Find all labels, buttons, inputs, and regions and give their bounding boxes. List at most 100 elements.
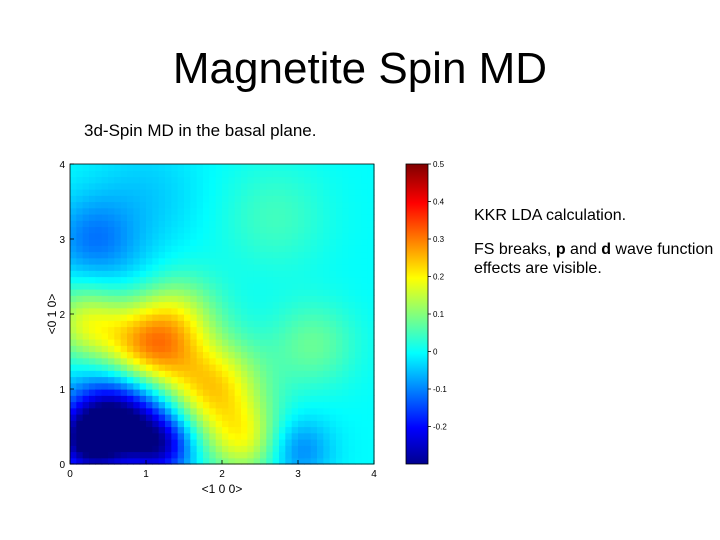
heatmap-cell (348, 414, 356, 421)
heatmap-cell (108, 164, 115, 171)
heatmap-cell (196, 295, 204, 303)
heatmap-cell (203, 207, 210, 215)
colorbar-tick-label: 0 (433, 348, 438, 357)
heatmap-cell (222, 326, 229, 334)
heatmap-cell (355, 282, 362, 290)
heatmap-cell (152, 220, 160, 228)
heatmap-cell (336, 295, 343, 303)
heatmap-cell (361, 245, 369, 253)
heatmap-cell (152, 401, 160, 409)
heatmap-cell (298, 282, 305, 290)
heatmap-cell (215, 432, 223, 440)
heatmap-cell (171, 376, 179, 384)
heatmap-cell (342, 170, 350, 178)
heatmap-cell (253, 351, 261, 359)
heatmap-cell (260, 314, 267, 321)
heatmap-cell (184, 276, 191, 284)
heatmap-cell (323, 289, 331, 296)
heatmap-cell (215, 176, 223, 184)
heatmap-cell (342, 301, 350, 309)
heatmap-cell (114, 407, 122, 415)
heatmap-cell (95, 389, 103, 396)
heatmap-cell (133, 376, 141, 384)
heatmap-cell (95, 189, 103, 196)
heatmap-cell (367, 351, 375, 359)
heatmap-cell (253, 282, 261, 290)
heatmap-cell (127, 276, 134, 284)
heatmap-cell (241, 270, 248, 278)
heatmap-cell (177, 439, 185, 446)
heatmap-cell (222, 214, 229, 221)
heatmap-cell (146, 382, 153, 390)
heatmap-cell (82, 220, 90, 228)
heatmap-cell (241, 432, 248, 440)
heatmap-cell (234, 339, 242, 346)
heatmap-cell (177, 264, 185, 271)
heatmap-cell (298, 445, 305, 453)
heatmap-cell (323, 326, 331, 334)
heatmap-cell (89, 357, 96, 365)
heatmap-cell (323, 376, 331, 384)
heatmap-cell (222, 339, 229, 346)
heatmap-cell (76, 282, 84, 290)
heatmap-cell (158, 457, 166, 465)
heatmap-cell (203, 301, 210, 309)
heatmap-cell (298, 351, 305, 359)
heatmap-cell (114, 339, 122, 346)
heatmap-cell (133, 201, 141, 209)
heatmap-cell (82, 432, 90, 440)
heatmap-cell (253, 264, 261, 271)
heatmap-cell (196, 326, 204, 334)
heatmap-cell (215, 295, 223, 303)
heatmap-cell (266, 395, 274, 403)
heatmap-cell (234, 314, 242, 321)
heatmap-cell (247, 332, 255, 340)
heatmap-cell (82, 345, 90, 353)
heatmap-cell (336, 420, 343, 428)
heatmap-cell (317, 432, 324, 440)
heatmap-cell (323, 320, 331, 328)
heatmap-cell (177, 239, 185, 246)
heatmap-cell (114, 432, 122, 440)
heatmap-cell (222, 351, 229, 359)
heatmap-cell (139, 295, 147, 303)
heatmap-cell (361, 301, 369, 309)
heatmap-cell (279, 189, 286, 196)
heatmap-cell (127, 376, 134, 384)
heatmap-cell (329, 176, 337, 184)
heatmap-cell (234, 389, 242, 396)
heatmap-cell (336, 176, 343, 184)
heatmap-cell (114, 170, 122, 178)
heatmap-cell (108, 176, 115, 184)
heatmap-cell (127, 445, 134, 453)
heatmap-cell (348, 201, 356, 209)
heatmap-cell (310, 376, 318, 384)
heatmap-cell (342, 439, 350, 446)
heatmap-cell (158, 276, 166, 284)
heatmap-cell (158, 382, 166, 390)
heatmap-cell (260, 451, 267, 459)
heatmap-cell (82, 401, 90, 409)
y-tick-label: 2 (59, 310, 65, 321)
heatmap-cell (184, 364, 191, 371)
heatmap-cell (348, 357, 356, 365)
heatmap-cell (120, 239, 128, 246)
heatmap-cell (304, 389, 312, 396)
heatmap-cell (120, 182, 128, 190)
heatmap-cell (82, 395, 90, 403)
heatmap-cell (133, 245, 141, 253)
heatmap-cell (323, 176, 331, 184)
heatmap-cell (348, 420, 356, 428)
heatmap-cell (184, 395, 191, 403)
heatmap-cell (323, 257, 331, 265)
heatmap-cell (272, 232, 280, 240)
heatmap-cell (355, 226, 362, 234)
heatmap-cell (260, 226, 267, 234)
heatmap-cell (253, 382, 261, 390)
heatmap-cell (234, 276, 242, 284)
heatmap-cell (139, 364, 147, 371)
heatmap-cell (228, 201, 236, 209)
heatmap-cell (70, 332, 77, 340)
heatmap-cell (291, 357, 299, 365)
heatmap-cell (329, 164, 337, 171)
